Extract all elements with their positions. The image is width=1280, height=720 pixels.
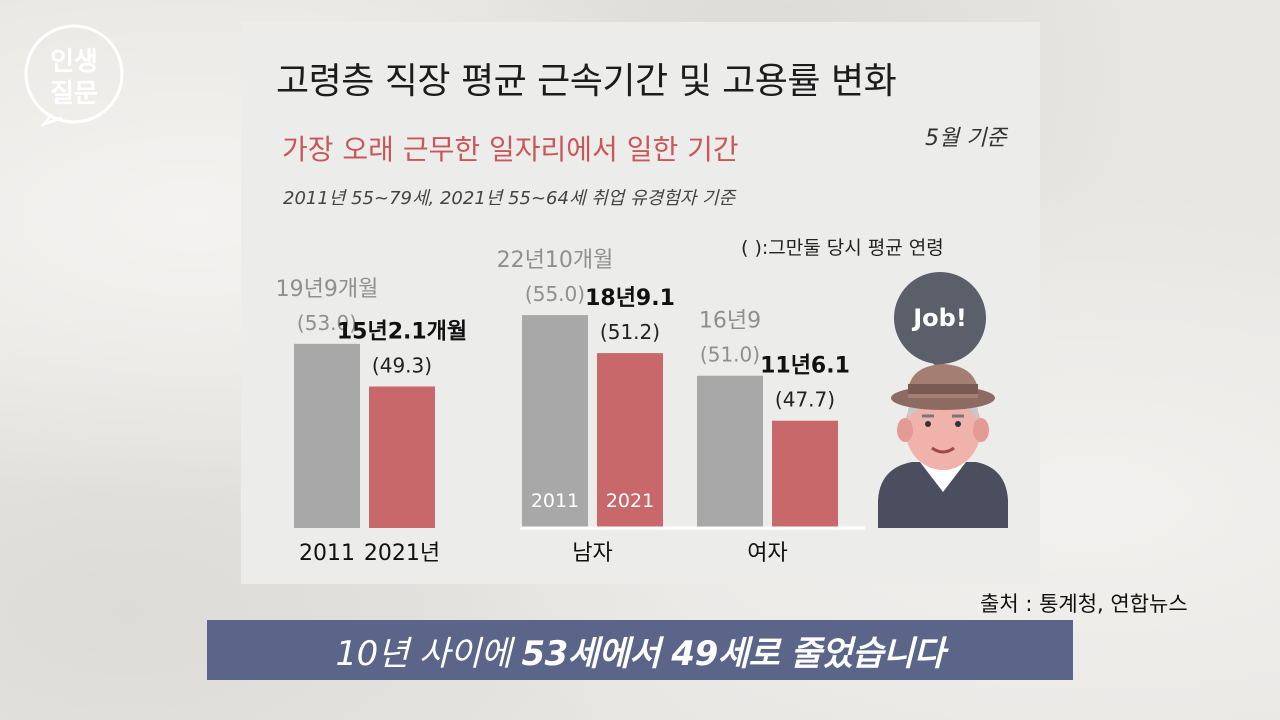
bar-2021-2 xyxy=(772,420,838,528)
age-label-2021-1: (51.2) xyxy=(600,320,660,344)
x-label-0: 2011 xyxy=(299,541,355,566)
bar-2011-0 xyxy=(294,343,360,528)
svg-text:인생: 인생 xyxy=(50,47,98,77)
value-label-2021-2: 11년6.1 xyxy=(760,354,850,379)
bar-2011-1 xyxy=(522,315,588,528)
bar-2021-0 xyxy=(369,386,435,528)
chart-subtitle: 가장 오래 근무한 일자리에서 일한 기간 xyxy=(282,133,739,166)
value-label-2011-1: 22년10개월 xyxy=(497,248,614,273)
elderly-man-illustration: Job! xyxy=(878,272,1008,528)
value-label-2021-1: 18년9.1 xyxy=(585,286,675,311)
in-bar-year-2021: 2021 xyxy=(606,490,654,512)
x-label-1: 2021년 xyxy=(364,541,440,566)
chart-title: 고령층 직장 평균 근속기간 및 고용률 변화 xyxy=(276,61,897,102)
age-label-2011-2: (51.0) xyxy=(700,343,760,367)
subtitle-caption-bar: 10년 사이에 53세에서 49세로 줄었습니다 xyxy=(207,620,1073,680)
value-label-2011-0: 19년9개월 xyxy=(276,277,379,302)
base-month-note: 5월 기준 xyxy=(925,126,1007,151)
group-label-1: 남자 xyxy=(572,541,612,566)
age-label-2021-2: (47.7) xyxy=(775,388,835,412)
age-label-2011-0: (53.0) xyxy=(297,311,357,335)
value-label-2021-0: 15년2.1개월 xyxy=(337,320,467,345)
parenthesis-legend: ( ):그만둘 당시 평균 연령 xyxy=(741,237,944,259)
group-label-2: 여자 xyxy=(747,541,787,566)
age-label-2011-1: (55.0) xyxy=(525,282,585,306)
subtitle-caption: 10년 사이에 53세에서 49세로 줄었습니다 xyxy=(335,626,945,675)
caption-part-2: 53세에서 49세로 줄었습니다 xyxy=(521,633,945,674)
speech-bubble-text: Job! xyxy=(911,304,967,332)
bar-2011-2 xyxy=(697,375,763,528)
basis-note: 2011년 55~79세, 2021년 55~64세 취업 유경험자 기준 xyxy=(283,188,736,209)
caption-part-1: 10년 사이에 xyxy=(335,633,522,674)
bar-2021-1 xyxy=(597,353,663,528)
channel-logo: 인생 질문 xyxy=(24,24,124,126)
value-label-2011-2: 16년9 xyxy=(699,309,761,334)
svg-text:질문: 질문 xyxy=(50,79,98,109)
speech-bubble xyxy=(894,272,986,364)
age-label-2021-0: (49.3) xyxy=(372,354,432,378)
source-credit: 출처 : 통계청, 연합뉴스 xyxy=(980,592,1188,616)
in-bar-year-2011: 2011 xyxy=(531,490,579,512)
